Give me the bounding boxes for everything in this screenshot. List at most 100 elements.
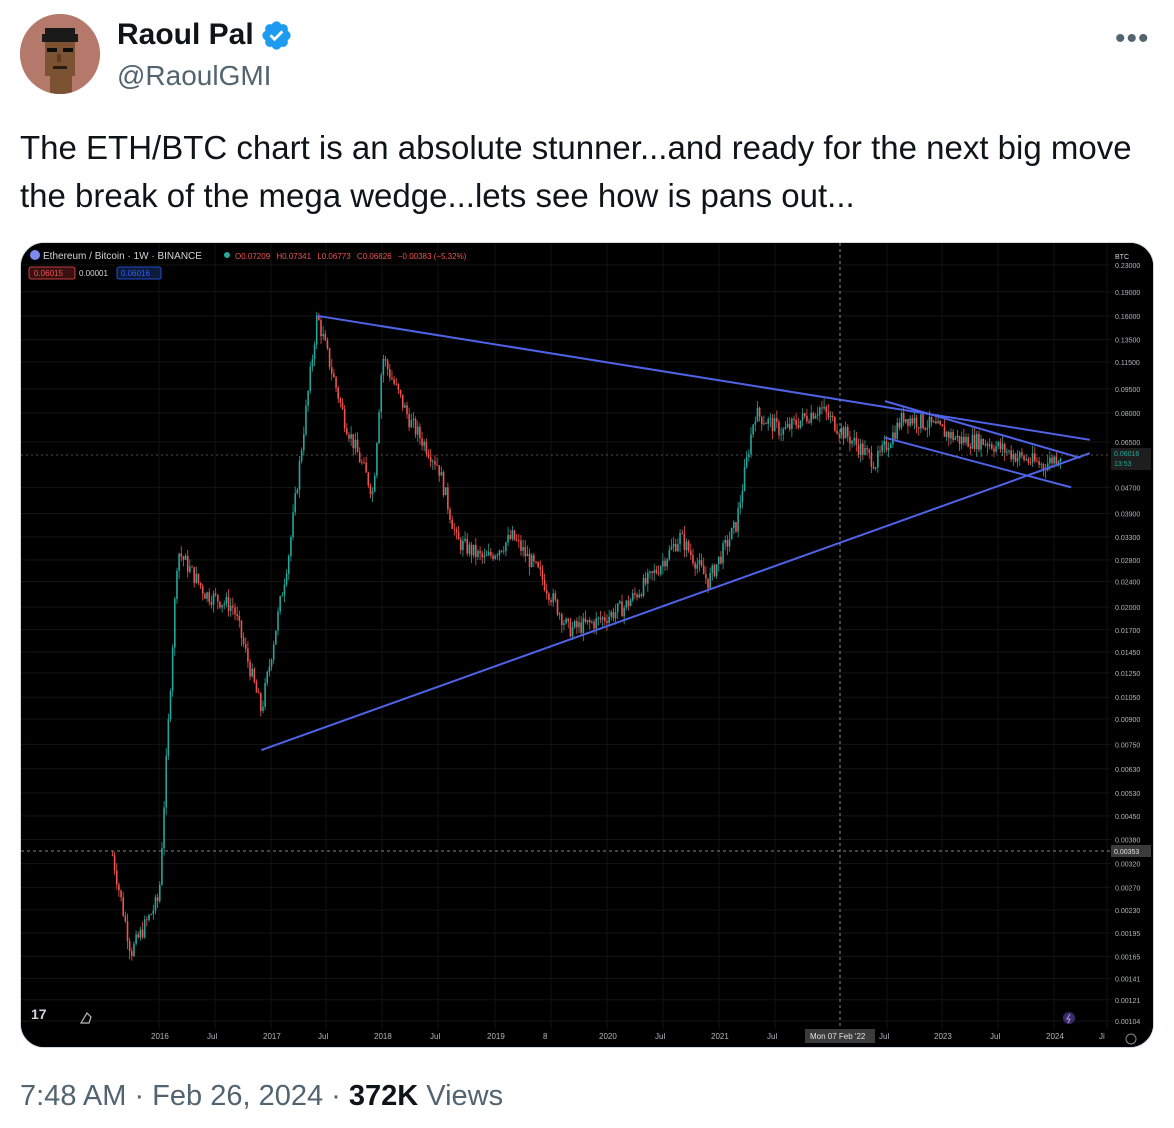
dino-icon[interactable] (79, 1012, 92, 1024)
author-name-row[interactable]: Raoul Pal (117, 18, 293, 52)
bar-countdown: 13:53 (1114, 461, 1132, 468)
candle-body (171, 647, 174, 692)
candle-body (208, 592, 211, 602)
candle-body (397, 384, 400, 390)
candle-body (212, 593, 215, 605)
candle-body (195, 573, 198, 583)
candle-body (358, 452, 361, 463)
x-tick-label: Jul (430, 1032, 440, 1041)
candle-body (131, 951, 133, 956)
candle-body (249, 661, 251, 677)
candle-body (507, 534, 509, 543)
y-tick-label: 0.16000 (1115, 314, 1140, 321)
candle-body (683, 533, 686, 551)
candle-body (182, 556, 185, 560)
candle-body (591, 621, 593, 623)
candle-body (945, 431, 948, 437)
tweet-timestamp[interactable]: 7:48 AM · Feb 26, 2024 · (20, 1080, 349, 1112)
candle-body (920, 414, 922, 429)
sell-price-box[interactable] (28, 266, 76, 280)
market-status-icon (224, 252, 230, 258)
candle-body (958, 435, 961, 444)
buy-price-box[interactable] (116, 266, 162, 280)
candle-body (715, 564, 718, 576)
lightning-icon[interactable] (1063, 1012, 1075, 1024)
candle-body (597, 617, 600, 619)
candle-body (692, 554, 694, 564)
buy-price: 0.06016 (121, 269, 150, 278)
candle-body (533, 555, 535, 562)
candle-body (137, 934, 140, 938)
eth-symbol-icon (30, 250, 40, 260)
settings-gear-icon[interactable] (1125, 1033, 1137, 1045)
candle-body (634, 593, 636, 595)
candle-body (950, 432, 952, 439)
candle-body (773, 418, 776, 432)
candle-body (350, 434, 352, 439)
candle-body (685, 541, 688, 551)
author-name[interactable]: Raoul Pal (117, 18, 254, 51)
candle-body (722, 543, 724, 564)
candle-body (642, 577, 645, 597)
ohlc-change: −0.00383 (−5.32%) (398, 252, 467, 261)
candle-body (294, 493, 297, 513)
candle-body (496, 555, 499, 556)
candle-body (926, 428, 929, 430)
candle-body (1025, 458, 1028, 460)
candle-body (793, 418, 795, 420)
candle-body (657, 572, 660, 574)
candle-body (883, 441, 886, 446)
ohlc-open: O0.07209 (235, 252, 271, 261)
x-tick-label: 2018 (374, 1032, 392, 1041)
candle-body (530, 555, 533, 568)
candle-body (604, 617, 606, 621)
candle-body (161, 848, 163, 885)
candle-body (455, 529, 458, 532)
candle-body (866, 447, 868, 450)
candle-body (115, 870, 118, 885)
candle-body (702, 565, 705, 575)
candle-body (552, 593, 555, 603)
candle-body (221, 604, 223, 608)
candle-body (1006, 451, 1008, 453)
candle-body (324, 334, 327, 341)
candle-body (984, 443, 987, 445)
candle-body (571, 627, 574, 637)
candle-body (971, 434, 974, 449)
candle-body (410, 420, 413, 428)
candle-body (376, 443, 378, 476)
candle-body (709, 572, 711, 589)
candle-body (679, 533, 681, 545)
avatar[interactable] (20, 14, 100, 94)
y-tick-label: 0.00195 (1115, 931, 1140, 938)
candle-body (726, 540, 729, 547)
candle-body (341, 402, 344, 410)
candle-body (902, 413, 905, 423)
candle-body (982, 438, 985, 445)
candle-body (797, 425, 800, 428)
candle-body (468, 544, 471, 554)
candle-body (821, 407, 823, 409)
candle-body (124, 915, 127, 922)
y-tick-label: 0.03300 (1115, 535, 1140, 542)
candle-body (264, 682, 266, 707)
ohlc-close: C0.06826 (357, 252, 392, 261)
candle-body (670, 546, 673, 550)
candle-body (500, 550, 503, 552)
x-tick-label: 2016 (151, 1032, 169, 1041)
candle-body (227, 596, 230, 612)
candle-body (975, 433, 978, 450)
more-options-icon[interactable]: ••• (1115, 22, 1150, 55)
tweet-media-chart[interactable]: 0.23000 0.19000 0.16000 0.13500 0.11500 0.095… (20, 242, 1154, 1048)
candle-body (337, 387, 340, 399)
candle-body (819, 407, 821, 415)
candle-body (1034, 453, 1036, 461)
candle-body (206, 592, 208, 599)
candle-body (313, 344, 316, 360)
candle-body (569, 621, 572, 637)
candle-body (1012, 454, 1015, 460)
y-tick-label: 0.02800 (1115, 558, 1140, 565)
author-handle[interactable]: @RaoulGMI (117, 60, 272, 91)
candle-body (320, 320, 322, 337)
candle-body (386, 360, 389, 370)
